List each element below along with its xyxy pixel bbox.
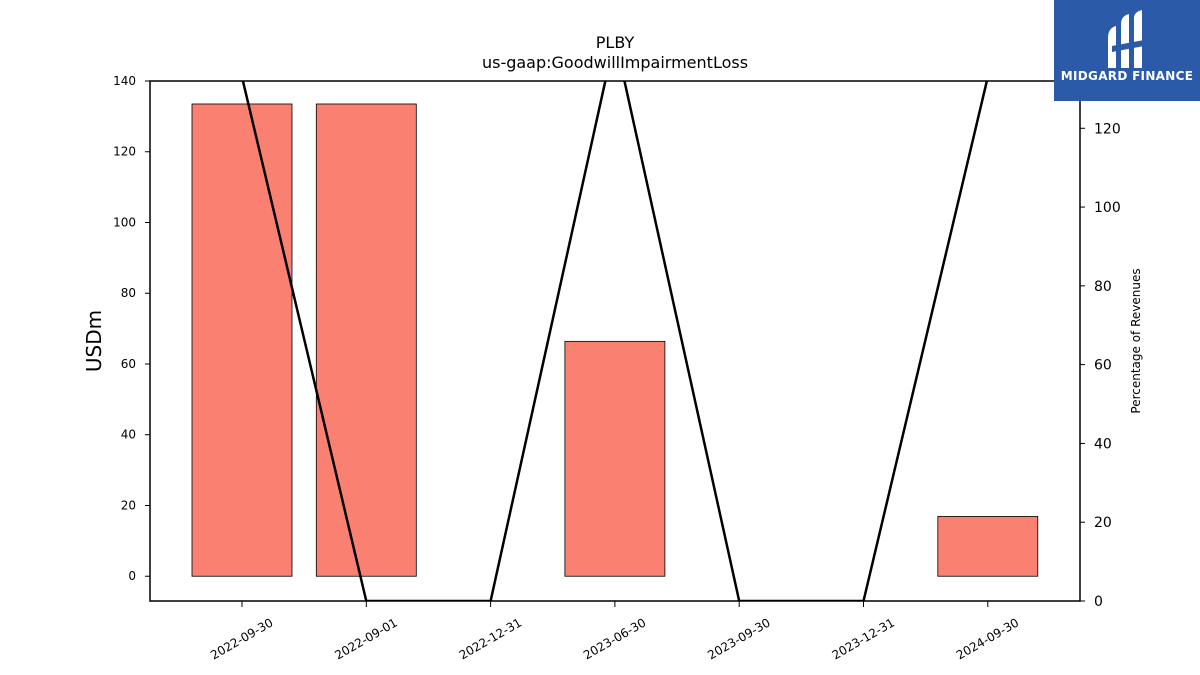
y-axis-left: 0 20 40 60 80 100 120 140 — [113, 74, 150, 583]
y-tick-label: 80 — [121, 286, 136, 300]
brand-logo: MIDGARD FINANCE — [1054, 0, 1200, 101]
y-tick-label: 40 — [121, 428, 136, 442]
logo-mark-icon — [1108, 10, 1144, 68]
bar-group — [191, 103, 1039, 577]
y-axis-right: 0 20 40 60 80 100 120 — [1080, 121, 1121, 610]
y-tick-label: 0 — [128, 569, 136, 583]
x-tick-label: 2023-12-31 — [830, 615, 897, 662]
x-tick-label: 2023-06-30 — [581, 615, 648, 662]
y-axis-label-right: Percentage of Revenues — [1129, 268, 1143, 413]
y2-tick-label: 60 — [1094, 358, 1112, 374]
x-tick-label: 2023-09-30 — [705, 615, 772, 662]
x-tick-label: 2022-09-30 — [208, 615, 275, 662]
chart-subtitle: us-gaap:GoodwillImpairmentLoss — [482, 53, 748, 72]
y-axis-label-left: USDm — [82, 310, 106, 372]
y2-tick-label: 80 — [1094, 279, 1112, 295]
y-tick-label: 140 — [113, 74, 136, 88]
bar-2024-09-30 — [937, 516, 1039, 577]
y2-tick-label: 120 — [1094, 121, 1121, 137]
y2-tick-label: 20 — [1094, 515, 1112, 531]
bar-2022-09-30 — [191, 103, 293, 577]
bar-2023-06-30 — [564, 340, 666, 577]
x-tick-label: 2022-12-31 — [457, 615, 524, 662]
chart-title: PLBY — [596, 33, 635, 52]
y-tick-label: 100 — [113, 215, 136, 229]
y-tick-label: 120 — [113, 145, 136, 159]
x-tick-label: 2022-09-01 — [332, 615, 399, 662]
x-axis: 2022-09-30 2022-09-01 2022-12-31 2023-06-30… — [208, 601, 1021, 662]
y-tick-label: 20 — [121, 498, 136, 512]
y2-tick-label: 0 — [1094, 594, 1103, 610]
logo-text: MIDGARD FINANCE — [1060, 69, 1194, 83]
bar-2022-09-01 — [315, 103, 417, 577]
y-tick-label: 60 — [121, 357, 136, 371]
x-tick-label: 2024-09-30 — [954, 615, 1021, 662]
y2-tick-label: 40 — [1094, 436, 1112, 452]
y2-tick-label: 100 — [1094, 200, 1121, 216]
